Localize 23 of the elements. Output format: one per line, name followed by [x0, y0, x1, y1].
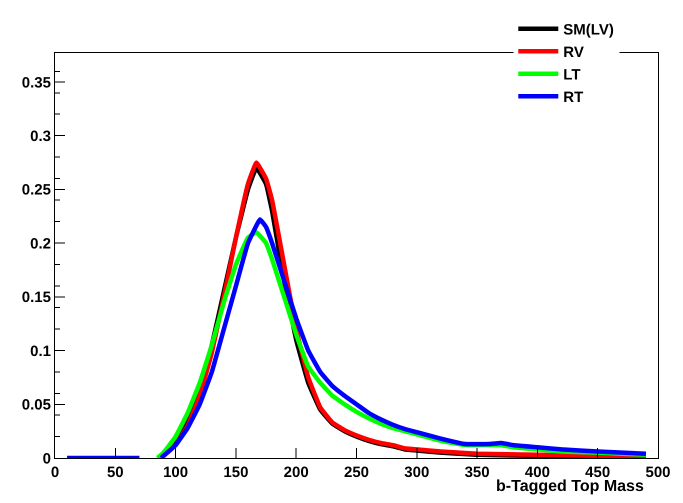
y-tick-label: 0.25	[22, 182, 51, 199]
legend-label: SM(LV)	[563, 22, 614, 39]
y-tick-label: 0.1	[30, 342, 51, 360]
legend-label: LT	[563, 66, 580, 84]
y-tick-label: 0.3	[30, 128, 51, 145]
x-tick-label: 100	[163, 464, 188, 481]
x-tick-label: 200	[284, 464, 309, 481]
x-tick-label: 50	[106, 464, 124, 481]
x-axis-title: b-Tagged Top Mass	[496, 478, 644, 495]
y-tick-label: 0.15	[22, 289, 51, 306]
x-tick-label: 300	[404, 464, 430, 481]
y-tick-label: 0.2	[30, 235, 51, 252]
y-tick-label: 0.05	[22, 396, 51, 414]
legend-label: RV	[563, 44, 584, 62]
y-tick-label: 0.35	[22, 74, 51, 92]
x-tick-label: 150	[223, 464, 248, 481]
x-tick-label: 450	[585, 464, 610, 481]
x-tick-label: 350	[464, 464, 490, 481]
legend-label: RT	[563, 89, 584, 106]
x-tick-label: 500	[645, 464, 671, 481]
y-tick-label: 0	[42, 450, 51, 468]
x-tick-label: 250	[344, 464, 370, 481]
x-tick-label: 400	[524, 464, 550, 481]
